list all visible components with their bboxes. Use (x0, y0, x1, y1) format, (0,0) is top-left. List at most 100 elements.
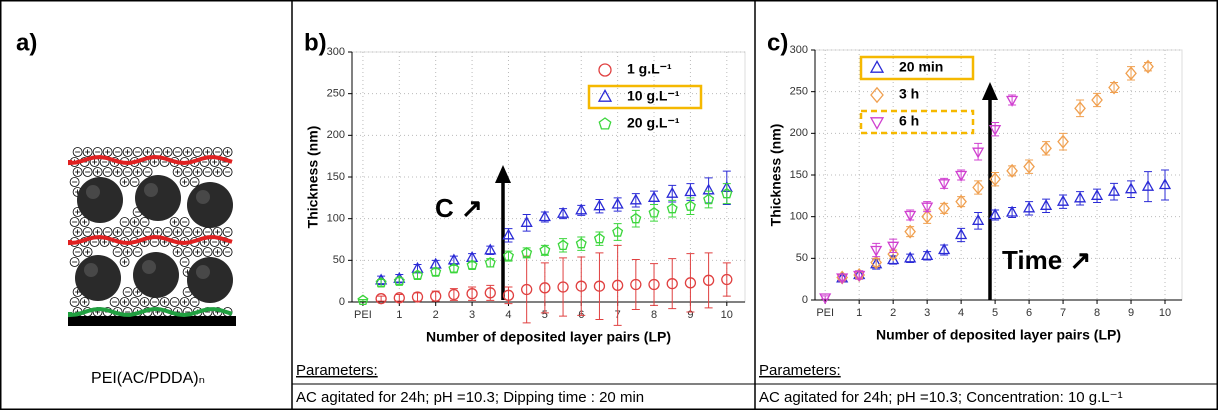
error-bar (540, 262, 549, 314)
data-point (593, 199, 606, 211)
particle-highlight (84, 263, 98, 277)
error-bar (704, 252, 713, 309)
data-point (629, 193, 642, 205)
data-point (375, 277, 387, 288)
error-bar (504, 286, 513, 305)
data-point (502, 289, 515, 301)
data-point (721, 273, 733, 286)
data-point (1108, 80, 1120, 95)
data-point (430, 290, 442, 302)
data-point (375, 293, 387, 305)
data-point (955, 170, 968, 182)
data-point (411, 291, 424, 303)
legend-label: 20 g.L⁻¹ (627, 115, 680, 131)
carbon-particle (133, 252, 179, 298)
x-axis-label: Number of deposited layer pairs (LP) (426, 329, 671, 345)
x-tick-label: 7 (1060, 307, 1066, 319)
data-point (484, 287, 496, 299)
y-tick-label: 150 (790, 169, 808, 181)
data-point (502, 228, 515, 240)
panel-label: c) (767, 29, 788, 56)
parameters-heading: Parameters: (296, 362, 378, 379)
data-point (612, 226, 624, 237)
data-point (484, 257, 496, 268)
data-point (593, 232, 605, 244)
data-point (357, 294, 369, 306)
data-point (1057, 134, 1069, 149)
error-bar (613, 223, 622, 241)
data-point (648, 278, 660, 291)
legend-label: 20 min (899, 59, 943, 75)
legend-highlight (587, 84, 703, 110)
data-point (972, 147, 985, 159)
data-point (1158, 178, 1172, 190)
data-point (1142, 59, 1154, 74)
data-point (904, 224, 916, 239)
x-tick-label: 4 (505, 309, 511, 321)
parameters-heading: Parameters: (759, 362, 841, 379)
legend-marker (869, 60, 885, 73)
x-tick-label: 10 (721, 309, 733, 321)
error-bar (595, 252, 604, 320)
particle-highlight (144, 183, 158, 197)
data-point (557, 281, 569, 293)
y-axis-label: Thickness (nm) (305, 126, 321, 229)
legend-highlight (859, 55, 975, 81)
legend-marker (870, 86, 884, 104)
annotation-arrowhead (982, 82, 998, 100)
error-bar (1144, 62, 1153, 72)
x-tick-label: 8 (1094, 307, 1100, 319)
annotation: C ↗ (435, 193, 483, 223)
error-bar (559, 257, 568, 317)
data-point (1056, 194, 1070, 206)
data-point (429, 257, 442, 269)
data-point (575, 280, 587, 292)
legend-label: 6 h (899, 113, 919, 129)
annotation: Time ↗ (1002, 245, 1091, 275)
data-point (466, 259, 478, 271)
data-point (684, 277, 697, 289)
data-point (1107, 184, 1121, 196)
data-point (666, 186, 679, 198)
y-tick-label: 300 (327, 46, 345, 58)
data-point (539, 282, 551, 294)
x-tick-label: PEI (816, 307, 834, 319)
data-point (593, 280, 606, 292)
data-point (955, 194, 967, 209)
data-point (989, 172, 1001, 187)
data-point (702, 274, 715, 286)
error-bar (413, 292, 422, 302)
data-point (666, 202, 678, 214)
data-point (502, 250, 514, 261)
error-bar (722, 262, 731, 297)
data-point (1073, 191, 1087, 203)
data-point (1039, 198, 1053, 210)
carbon-particle (187, 257, 233, 303)
polymer-chain (68, 235, 233, 246)
particle-highlight (196, 265, 210, 279)
data-point (921, 202, 934, 214)
legend-label: 3 h (899, 86, 919, 102)
y-tick-label: 100 (790, 211, 808, 223)
data-point (575, 203, 588, 215)
data-point (721, 187, 733, 199)
data-point (1006, 163, 1018, 178)
error-bar (668, 199, 677, 218)
data-point (972, 180, 984, 195)
data-point (521, 283, 533, 296)
data-point (887, 253, 900, 265)
data-point (921, 248, 934, 260)
data-point (938, 179, 951, 191)
error-bar (395, 294, 404, 302)
particle-highlight (142, 260, 156, 274)
y-tick-label: 50 (333, 254, 345, 266)
x-tick-label: 4 (958, 307, 964, 319)
x-tick-label: 3 (924, 307, 930, 319)
data-point (887, 241, 900, 253)
x-tick-label: 2 (433, 309, 439, 321)
data-point (1040, 141, 1052, 156)
data-point (1023, 159, 1035, 174)
data-point (684, 185, 697, 197)
data-point (819, 293, 832, 305)
x-axis-label: Number of deposited layer pairs (LP) (876, 327, 1121, 343)
